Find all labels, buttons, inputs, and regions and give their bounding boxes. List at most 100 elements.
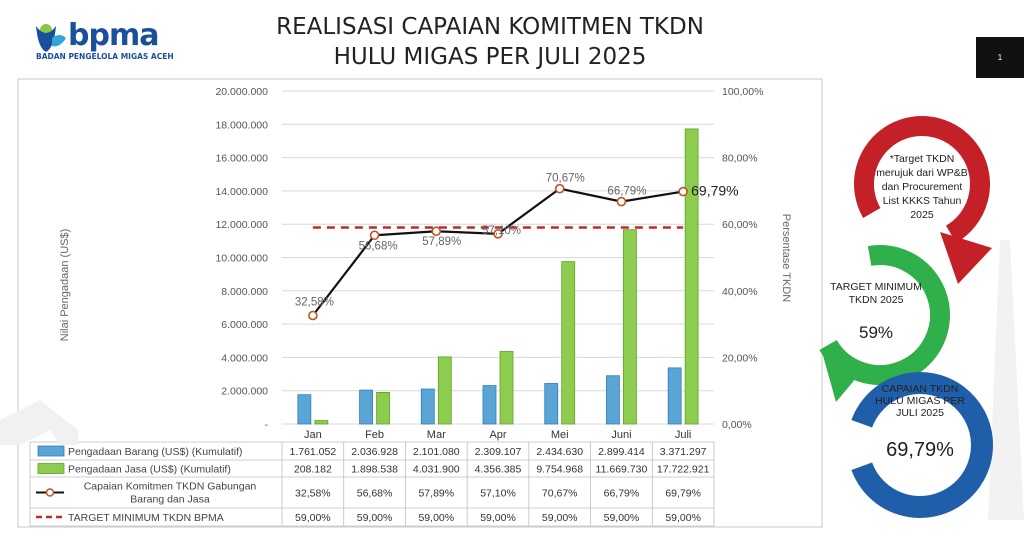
legend-label: Pengadaan Barang (US$) (Kumulatif) xyxy=(68,446,243,458)
table-cell: 59,00% xyxy=(295,512,331,524)
table-cell: 57,89% xyxy=(418,488,454,500)
legend-label: Barang dan Jasa xyxy=(130,494,210,506)
y-tick-label: 4.000.000 xyxy=(221,352,268,364)
bar xyxy=(297,394,312,425)
bar xyxy=(684,128,699,425)
green-ring xyxy=(819,245,950,402)
table-cell: 208.182 xyxy=(294,464,332,476)
legend-label: Capaian Komitmen TKDN Gabungan xyxy=(84,481,257,493)
x-tick-label: Apr xyxy=(489,429,506,441)
bar xyxy=(561,261,576,425)
tkdn-point xyxy=(308,310,318,321)
red-ring-note: List KKKS Tahun xyxy=(883,195,962,207)
data-table: Pengadaan Barang (US$) (Kumulatif) 1.761.… xyxy=(29,441,715,527)
tkdn-point-label: 57,89% xyxy=(422,236,461,248)
tkdn-point xyxy=(678,186,688,197)
blue-ring xyxy=(851,372,993,518)
red-ring-note: 2025 xyxy=(910,209,934,221)
y2-tick-label: 0,00% xyxy=(722,419,752,431)
table-cell: 59,00% xyxy=(542,512,578,524)
gridlines xyxy=(282,90,714,425)
table-cell: 69,79% xyxy=(665,488,701,500)
tkdn-point xyxy=(493,229,503,239)
green-ring-value: 59% xyxy=(859,323,893,342)
red-ring-note: dan Procurement xyxy=(882,181,963,193)
page-number-badge: 1 xyxy=(976,37,1024,78)
bpma-logo xyxy=(36,24,66,52)
y-tick-label: 14.000.000 xyxy=(215,186,268,198)
pumpjack-silhouette xyxy=(0,400,78,445)
y-tick-label: 2.000.000 xyxy=(221,386,268,398)
red-ring xyxy=(854,116,992,284)
table-cell: 59,00% xyxy=(604,512,640,524)
page-number: 1 xyxy=(997,53,1003,62)
y-tick-label: 6.000.000 xyxy=(221,319,268,331)
table-cell: 2.309.107 xyxy=(475,446,522,458)
page-title: REALISASI CAPAIAN KOMITMEN TKDN HULU MIG… xyxy=(260,12,720,72)
table-cell: 59,00% xyxy=(357,512,393,524)
table-cell: 4.356.385 xyxy=(475,464,522,476)
green-ring-label: TARGET MINIMUM xyxy=(830,281,922,293)
ring-arrow-head xyxy=(940,232,992,284)
ring-arc xyxy=(819,245,950,385)
bpma-logo-mark xyxy=(36,24,66,52)
y2-tick-label: 60,00% xyxy=(722,219,758,231)
legend-key xyxy=(37,463,65,474)
legend-key-marker xyxy=(45,488,55,497)
y-axis-label: Nilai Pengadaan (US$) xyxy=(59,229,71,342)
red-ring-note: merujuk dari WP&B xyxy=(876,167,968,179)
tkdn-point-label: 56,68% xyxy=(359,240,398,252)
tkdn-point xyxy=(369,230,380,241)
bar xyxy=(420,388,435,425)
x-tick-label: Juni xyxy=(611,429,631,441)
bar xyxy=(606,375,620,425)
tkdn-point-label: 69,79% xyxy=(691,183,738,199)
legend-key xyxy=(37,445,65,457)
green-ring-label: TKDN 2025 xyxy=(849,294,904,306)
rig-silhouette xyxy=(988,240,1024,520)
table-cell: 1.761.052 xyxy=(289,446,336,458)
red-ring-note: *Target TKDN xyxy=(890,153,955,165)
table-cell: 2.036.928 xyxy=(351,446,398,458)
x-tick-label: Juli xyxy=(675,429,692,441)
legend-label: TARGET MINIMUM TKDN BPMA xyxy=(68,512,224,524)
table-cell: 9.754.968 xyxy=(536,464,583,476)
y-tick-label: 12.000.000 xyxy=(215,219,268,231)
bar xyxy=(482,385,497,425)
tkdn-point-label: 32,58% xyxy=(295,297,334,309)
table-cell: 59,00% xyxy=(665,512,701,524)
bar xyxy=(667,367,682,425)
bar xyxy=(359,389,373,425)
tkdn-point xyxy=(554,183,565,194)
y-tick-label: 10.000.000 xyxy=(215,253,268,265)
y2-tick-label: 80,00% xyxy=(722,153,758,165)
table-cell: 56,68% xyxy=(357,488,393,500)
table-cell: 1.898.538 xyxy=(351,464,398,476)
bar xyxy=(544,383,559,425)
logo-subtitle: BADAN PENGELOLA MIGAS ACEH xyxy=(36,52,174,61)
table-cell: 59,00% xyxy=(418,512,454,524)
tkdn-point-label: 66,79% xyxy=(607,186,646,198)
x-tick-label: Jan xyxy=(304,429,322,441)
bar-series-2 xyxy=(314,128,699,425)
page-title-line1: REALISASI CAPAIAN KOMITMEN TKDN xyxy=(276,14,704,40)
ring-arrow-head xyxy=(822,352,868,402)
table-cell: 2.101.080 xyxy=(413,446,460,458)
legend-label: Pengadaan Jasa (US$) (Kumulatif) xyxy=(68,464,231,476)
bar-series-1 xyxy=(297,367,682,425)
table-cell: 32,58% xyxy=(295,488,331,500)
y2-tick-label: 40,00% xyxy=(722,286,758,298)
bar xyxy=(314,420,329,425)
table-cell: 70,67% xyxy=(542,488,578,500)
table-cell: 59,00% xyxy=(480,512,516,524)
table-cell: 17.722.921 xyxy=(657,464,710,476)
table-cell: 2.899.414 xyxy=(598,446,645,458)
table-cell: 2.434.630 xyxy=(536,446,583,458)
table-cell: 3.371.297 xyxy=(660,446,707,458)
blue-ring-label: HULU MIGAS PER xyxy=(875,395,965,407)
x-tick-label: Feb xyxy=(365,429,384,441)
tkdn-point xyxy=(616,196,627,207)
y2-tick-label: 20,00% xyxy=(722,352,758,364)
y-tick-label: 16.000.000 xyxy=(215,153,268,165)
